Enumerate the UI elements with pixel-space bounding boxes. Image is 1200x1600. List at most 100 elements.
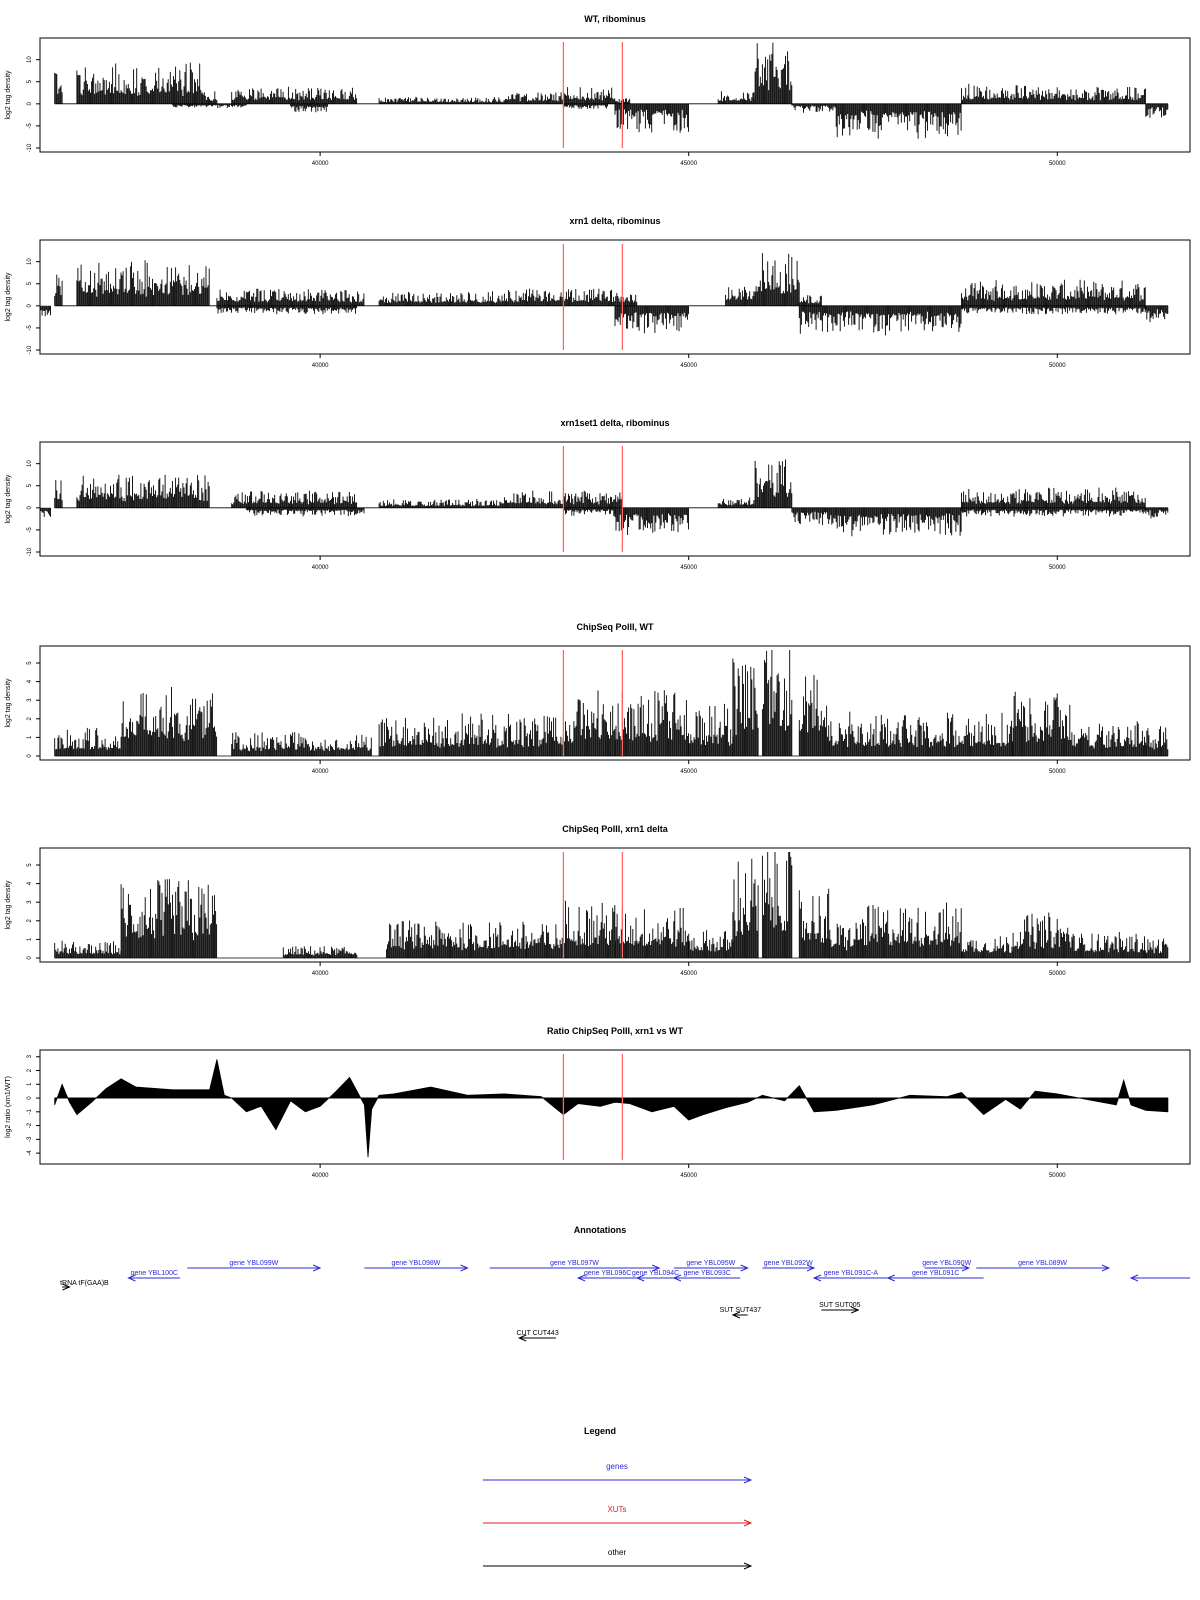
- positive-signal-segment-16: [1071, 932, 1147, 958]
- annotation-arrow-12: gene YBL091C-A: [812, 1270, 888, 1282]
- negative-signal-segment-2: [216, 305, 358, 315]
- x-tick-label: 40000: [312, 161, 329, 167]
- y-tick-label: -1: [27, 1108, 33, 1114]
- positive-signal-segment-4: [231, 86, 358, 104]
- legend-title: Legend: [584, 1426, 616, 1436]
- x-tick-label: 45000: [680, 363, 697, 369]
- panel-title: Ratio ChipSeq PolII, xrn1 vs WT: [547, 1026, 684, 1036]
- panel-title: WT, ribominus: [584, 14, 646, 24]
- annotation-label: gene YBL099W: [229, 1260, 278, 1267]
- negative-signal-segment-2: [290, 103, 328, 113]
- positive-signal-segment-1: [54, 727, 122, 756]
- positive-signal-segment-1: [54, 274, 63, 306]
- y-tick-label: -5: [27, 123, 33, 129]
- positive-signal-segment-2: [120, 687, 218, 756]
- positive-signal-segment-11: [961, 83, 1036, 104]
- x-tick-label: 45000: [680, 769, 697, 775]
- annotation-arrow-5: gene YBL092W: [762, 1260, 816, 1272]
- positive-signal-segment-6: [562, 900, 616, 958]
- y-tick-label: -4: [27, 1150, 33, 1156]
- annotation-label: gene YBL100C: [131, 1270, 178, 1277]
- positive-signal-segment-3: [216, 288, 365, 306]
- y-tick-label: 3: [27, 698, 33, 702]
- y-tick-label: 3: [27, 900, 33, 904]
- x-tick-label: 50000: [1049, 769, 1066, 775]
- positive-signal-segment-5: [503, 490, 623, 508]
- annotation-label: gene YBL093C: [683, 1270, 730, 1277]
- negative-signal-segment-4: [614, 507, 689, 535]
- y-axis-label: log2 tag density: [5, 678, 12, 728]
- positive-signal-segment-8: [961, 487, 1146, 508]
- x-tick-label: 45000: [680, 971, 697, 977]
- y-tick-label: 4: [27, 679, 33, 683]
- negative-signal-segment-8: [1145, 507, 1169, 519]
- y-tick-label: 5: [27, 281, 33, 285]
- positive-signal-segment-6: [503, 92, 564, 104]
- panel-title: ChipSeq PolII, xrn1 delta: [562, 824, 669, 834]
- y-tick-label: -2: [27, 1122, 33, 1128]
- annotation-arrow-13: gene YBL091C: [886, 1270, 984, 1282]
- y-tick-label: 5: [27, 79, 33, 83]
- annotation-label: gene YBL089W: [1018, 1260, 1067, 1267]
- positive-signal-segment-4: [378, 717, 446, 756]
- y-tick-label: 5: [27, 863, 33, 867]
- negative-signal-segment-3: [614, 305, 689, 334]
- legend-item-other: other: [483, 1548, 753, 1570]
- positive-signal-segment-8: [688, 703, 734, 756]
- positive-signal-segment-10: [761, 650, 793, 756]
- y-axis-label: log2 tag density: [5, 70, 12, 120]
- annotation-arrow-10: gene YBL094C: [632, 1270, 679, 1282]
- y-tick-label: 0: [27, 304, 33, 308]
- x-tick-label: 45000: [680, 1173, 697, 1179]
- positive-signal-segment-15: [1012, 912, 1073, 958]
- positive-signal-segment-7: [754, 253, 800, 306]
- ratio-area-series: [54, 1059, 1169, 1158]
- y-tick-label: 10: [27, 460, 33, 467]
- negative-signal-segment-6: [835, 507, 962, 537]
- positive-signal-segment-9: [717, 91, 756, 104]
- annotation-arrow-1: gene YBL099W: [187, 1260, 322, 1272]
- y-tick-label: -10: [27, 547, 33, 556]
- positive-signal-segment-8: [614, 98, 631, 104]
- negative-signal-segment-4: [614, 103, 689, 133]
- positive-signal-segment-8: [798, 295, 822, 306]
- y-tick-label: 0: [27, 754, 33, 758]
- positive-signal-segment-2: [76, 260, 210, 306]
- panel-title: xrn1set1 delta, ribominus: [560, 418, 669, 428]
- positive-signal-segment-14: [1071, 721, 1147, 756]
- negative-signal-segment-7: [1145, 103, 1169, 118]
- annotation-label: gene YBL092W: [764, 1260, 813, 1267]
- positive-signal-segment-13: [857, 902, 962, 958]
- positive-signal-segment-6: [717, 497, 756, 508]
- positive-signal-segment-3: [231, 732, 372, 756]
- chart-panel-1: WT, ribominus log2 tag density -10 -5 0 5 10 40…: [5, 14, 1191, 167]
- positive-signal-segment-9: [732, 858, 759, 958]
- positive-signal-segment-11: [798, 888, 830, 958]
- negative-signal-segment-7: [961, 507, 1146, 517]
- y-tick-label: 10: [27, 258, 33, 265]
- chart-panel-6: Ratio ChipSeq PolII, xrn1 vs WT log2 rati…: [5, 1026, 1191, 1179]
- chart-panel-2: xrn1 delta, ribominus log2 tag density -10…: [5, 216, 1191, 369]
- positive-signal-segment-10: [754, 42, 793, 104]
- legend-item-xuts: XUTs: [483, 1505, 753, 1527]
- annotation-arrow-16: SUT SUT005: [819, 1302, 861, 1314]
- positive-signal-segment-6: [725, 286, 756, 306]
- annotation-label: SUT SUT005: [819, 1302, 861, 1309]
- y-tick-label: 2: [27, 1068, 33, 1072]
- y-tick-label: 1: [27, 937, 33, 941]
- y-tick-label: 5: [27, 661, 33, 665]
- annotation-arrow-17: SUT SUT437: [720, 1307, 761, 1319]
- x-tick-label: 45000: [680, 565, 697, 571]
- annotation-arrow-11: gene YBL093C: [672, 1270, 741, 1282]
- negative-signal-segment-5: [791, 507, 837, 526]
- y-tick-label: -10: [27, 143, 33, 152]
- annotation-label: gene YBL091C-A: [824, 1270, 879, 1277]
- negative-signal-segment-4: [798, 305, 962, 336]
- annotation-arrow-6: gene YBL090W: [922, 1260, 972, 1272]
- negative-signal-segment-1: [39, 305, 51, 317]
- annotation-label: CUT CUT443: [516, 1330, 558, 1337]
- x-tick-label: 40000: [312, 971, 329, 977]
- annotation-label: gene YBL098W: [392, 1260, 441, 1267]
- positive-signal-segment-1: [54, 940, 122, 958]
- negative-signal-segment-5: [961, 305, 1146, 315]
